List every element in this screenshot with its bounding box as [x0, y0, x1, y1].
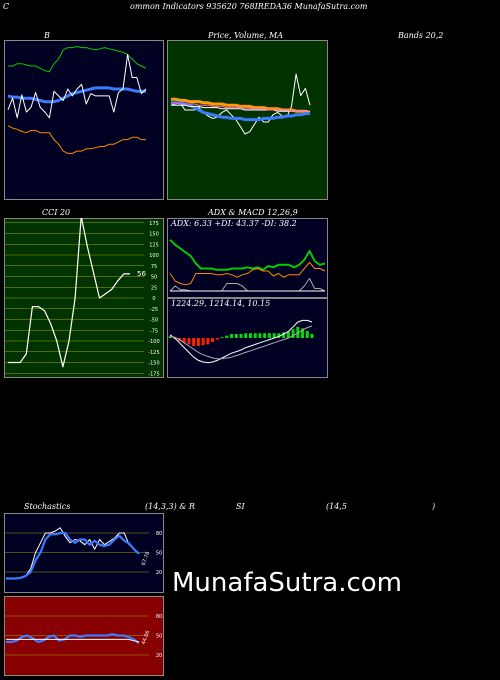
price-ma_white-line	[171, 104, 310, 112]
macd-histogram-bar	[258, 333, 262, 338]
macd-values: 1224.29, 1214.14, 10.15	[171, 299, 271, 308]
rsi-value-label: 44.06	[141, 630, 152, 646]
rsi-tick-label: 80	[156, 614, 162, 620]
header-c: C	[3, 2, 10, 11]
macd-histogram-bar	[230, 334, 234, 338]
cci-tick-label: -150	[148, 361, 159, 367]
macd-histogram-bar	[291, 329, 295, 338]
macd-histogram-bar	[211, 338, 215, 342]
macd-histogram-bar	[310, 334, 314, 338]
macd-histogram-bar	[215, 338, 219, 340]
macd-histogram-bar	[267, 333, 271, 338]
macd-histogram-bar	[286, 331, 290, 338]
cci-tick-label: 75	[151, 264, 157, 270]
cci-value-label: 56	[137, 270, 146, 278]
macd-histogram-bar	[277, 333, 281, 338]
bb-price-line	[7, 54, 147, 119]
cci-tick-label: 125	[149, 242, 159, 248]
macd-line	[169, 319, 313, 364]
header-title: ommon Indicators 935620 768IREDA36 Munaf…	[130, 2, 368, 11]
price-volume-ma-panel	[167, 40, 328, 200]
macd-histogram-bar	[220, 337, 224, 339]
rsi-rsi-line	[6, 633, 140, 645]
cci-tick-label: 175	[149, 221, 159, 227]
macd-histogram-bar	[253, 333, 257, 338]
cci-tick-label: 25	[151, 285, 157, 291]
rsi-params: (14,5	[326, 502, 347, 511]
macd-histogram-bar	[248, 333, 252, 338]
rsi-tick-label: 20	[156, 653, 162, 659]
cci-line	[8, 218, 130, 368]
macd-histogram-bar	[305, 330, 309, 338]
macd-histogram-bar	[263, 333, 267, 338]
cci-tick-label: -50	[150, 318, 158, 324]
cci-tick-label: -25	[150, 307, 158, 313]
cci-tick-label: -125	[148, 350, 159, 356]
price-ma_pink-line	[171, 102, 310, 112]
price-ma_blue-line	[171, 101, 310, 122]
cci-tick-label: -100	[148, 339, 159, 345]
stoch-d-line	[6, 531, 140, 580]
stoch-tick-label: 20	[156, 570, 162, 576]
stoch-tick-label: 50	[156, 551, 162, 557]
adx-adx-line	[169, 239, 326, 271]
adx-plus_di-line	[169, 261, 326, 286]
rsi-mfi-line	[6, 638, 140, 643]
stoch-params: (14,3,3) & R	[145, 502, 195, 511]
bollinger-bands-panel	[4, 40, 164, 200]
macd-histogram-bar	[168, 336, 172, 338]
cci-tick-label: -175	[148, 371, 159, 377]
cci-tick-label: -75	[150, 328, 158, 334]
bb-background	[4, 40, 164, 200]
bb-title-mid: Price, Volume, MA	[208, 31, 284, 40]
macd-signal-line	[169, 325, 313, 360]
macd-histogram-bar	[201, 338, 205, 346]
rsi-tick-label: 50	[156, 634, 162, 640]
macd-histogram-bar	[206, 338, 210, 345]
bb-title-right: Bands 20,2	[398, 31, 444, 40]
bb-title-left: B	[44, 31, 50, 40]
cci-tick-label: 100	[149, 253, 159, 259]
rsi-title: SI	[236, 502, 245, 511]
cci-tick-label: 150	[149, 232, 159, 238]
adx-values: ADX: 6.33 +DI: 43.37 -DI: 38.2	[171, 219, 297, 228]
watermark: MunafaSutra.com	[172, 568, 403, 598]
macd-histogram-bar	[296, 326, 300, 338]
macd-histogram-bar	[239, 334, 243, 338]
rsi-panel: 80 50 20 44.06	[4, 596, 164, 676]
macd-histogram-bar	[192, 338, 196, 346]
macd-histogram-bar	[182, 338, 186, 343]
rsi-params-close: )	[432, 502, 436, 511]
cci-tick-label: 50	[151, 275, 157, 281]
adx-title: ADX & MACD 12,26,9	[208, 208, 298, 217]
macd-histogram-bar	[244, 333, 248, 338]
bb-lower-line	[7, 125, 146, 154]
macd-histogram-bar	[272, 333, 276, 338]
adx-background	[167, 218, 328, 298]
stoch-tick-label: 80	[156, 531, 162, 537]
macd-histogram-bar	[282, 332, 286, 338]
macd-histogram-bar	[196, 338, 200, 346]
adx-panel	[167, 218, 328, 298]
macd-histogram-bar	[234, 334, 238, 338]
stoch-title: Stochastics	[24, 502, 71, 511]
cci-tick-label: 0	[152, 296, 155, 302]
macd-histogram-bar	[301, 328, 305, 338]
macd-panel	[167, 298, 328, 378]
cci-panel: 175 150 125 100 75 50 25 0 -25 -50 -75 -100 -125 -150…	[4, 218, 164, 378]
bb-upper-line	[8, 46, 147, 73]
macd-histogram-bar	[225, 335, 229, 338]
cci-title: CCI 20	[42, 208, 71, 217]
stoch-value-label: 67.76	[141, 551, 152, 567]
macd-histogram-bar	[187, 338, 191, 345]
stochastics-panel: 80 50 20 67.76	[4, 513, 164, 593]
